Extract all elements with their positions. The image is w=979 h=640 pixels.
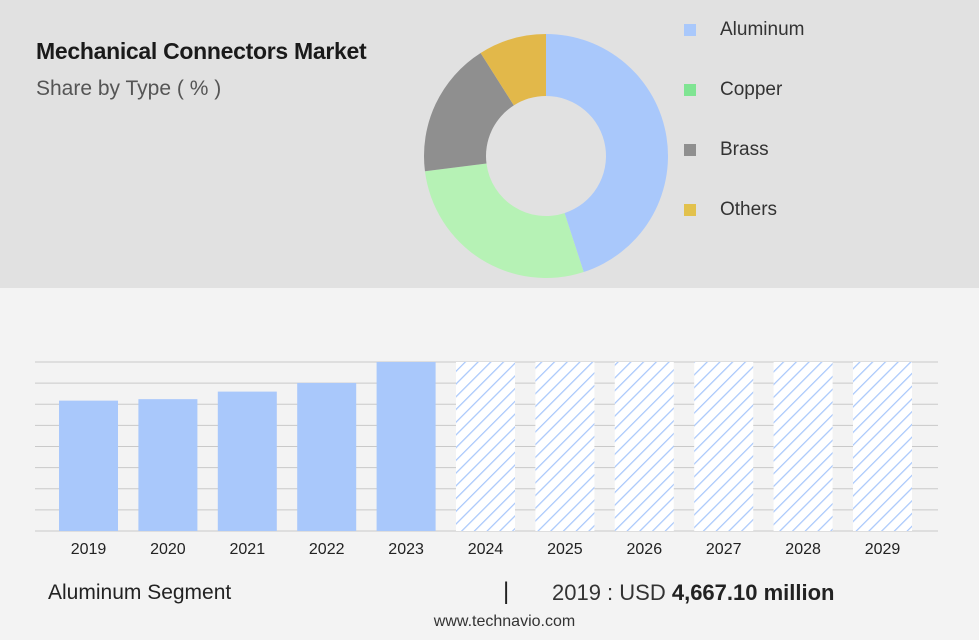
legend-label: Brass xyxy=(720,139,769,160)
separator: | xyxy=(503,578,510,605)
x-tick-label: 2027 xyxy=(706,541,742,558)
x-tick-label: 2028 xyxy=(785,541,821,558)
x-tick-label: 2020 xyxy=(150,541,186,558)
legend-item-aluminum: Aluminum xyxy=(684,17,804,43)
x-tick-label: 2021 xyxy=(230,541,266,558)
legend-item-brass: Brass xyxy=(684,137,769,163)
segment-stat: 2019 : USD 4,667.10 million xyxy=(552,580,834,606)
donut-chart xyxy=(424,34,668,278)
x-tick-label: 2029 xyxy=(865,541,901,558)
legend-swatch xyxy=(684,144,696,156)
stat-value: 4,667.10 million xyxy=(671,580,835,605)
header-panel: Mechanical Connectors Market Share by Ty… xyxy=(0,0,979,288)
segment-label: Aluminum Segment xyxy=(48,581,232,604)
footer-site: www.technavio.com xyxy=(433,613,576,630)
legend-label: Aluminum xyxy=(720,19,805,40)
legend-label: Others xyxy=(720,199,778,220)
forecast-bar-2024 xyxy=(456,362,515,531)
donut-slice-aluminum xyxy=(546,34,668,273)
legend-item-others: Others xyxy=(684,197,777,223)
legend-swatch xyxy=(684,84,696,96)
bar-2019 xyxy=(59,400,118,531)
page-title: Mechanical Connectors Market xyxy=(36,38,367,64)
x-tick-label: 2026 xyxy=(627,541,663,558)
bar-chart: 2019 2020 2021 2022 2023 2024 2025 2026 2027 2028… xyxy=(35,361,938,558)
forecast-bar-2027 xyxy=(694,362,754,531)
legend-label: Copper xyxy=(720,79,783,100)
bar-2022 xyxy=(297,382,357,531)
forecast-bar-2029 xyxy=(853,362,912,531)
x-tick-label: 2019 xyxy=(71,541,107,558)
chart-subtitle: Share by Type ( % ) xyxy=(36,77,222,100)
legend-swatch xyxy=(684,24,696,36)
bar-2020 xyxy=(138,399,198,531)
donut-slice-copper xyxy=(424,163,584,278)
stat-year: 2019 : USD xyxy=(552,580,672,605)
donut-slice-others xyxy=(480,34,546,106)
bar-2023 xyxy=(376,362,436,531)
forecast-bar-2026 xyxy=(614,362,674,531)
footer: www.technavio.com xyxy=(0,613,979,631)
donut-slice-brass xyxy=(424,52,514,172)
forecast-bar-2025 xyxy=(535,362,595,531)
legend-item-copper: Copper xyxy=(684,77,782,103)
legend-swatch xyxy=(684,204,696,216)
x-tick-label: 2023 xyxy=(388,541,424,558)
x-tick-label: 2025 xyxy=(547,541,583,558)
x-tick-label: 2024 xyxy=(468,541,504,558)
bar-2021 xyxy=(217,391,277,531)
x-tick-label: 2022 xyxy=(309,541,345,558)
forecast-bar-2028 xyxy=(773,362,833,531)
